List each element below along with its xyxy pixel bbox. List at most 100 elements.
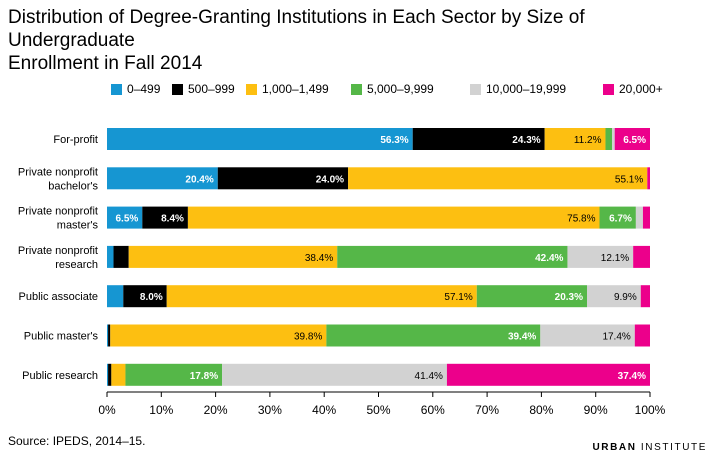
legend-label: 0–499 [127, 82, 161, 96]
category-label: research [55, 259, 98, 271]
bar-segment [635, 206, 643, 229]
brand-part-2: INSTITUTE [636, 442, 707, 453]
legend-swatch [603, 83, 614, 95]
data-label: 42.4% [535, 253, 563, 264]
x-tick-label: 100% [635, 403, 666, 417]
legend-label: 1,000–1,499 [262, 82, 329, 96]
x-tick-label: 0% [98, 403, 116, 417]
bar-segment [107, 285, 124, 308]
bar-segment [107, 245, 114, 268]
bar-segment [642, 206, 650, 229]
brand-part-1: URBAN [592, 442, 637, 453]
bar-segment [326, 324, 541, 347]
bar-segment [222, 363, 447, 386]
bar-segment [640, 285, 650, 308]
bar-segment [647, 167, 650, 190]
legend-item: 500–999 [172, 82, 235, 96]
chart-title-line-2: Enrollment in Fall 2014 [8, 53, 203, 74]
bar-segment [108, 363, 112, 386]
legend-swatch [351, 83, 362, 95]
data-label: 57.1% [444, 292, 472, 303]
bar-segment [128, 245, 338, 268]
category-label: bachelor's [48, 180, 98, 192]
legend-item: 0–499 [111, 82, 160, 96]
category-label: Public master's [24, 331, 99, 343]
x-tick-label: 90% [584, 403, 608, 417]
category-label: Public research [22, 370, 98, 382]
bar-segment [605, 128, 612, 150]
bar-segment [107, 324, 109, 347]
bar-segment [412, 128, 545, 150]
data-label: 6.7% [609, 214, 632, 225]
bar-segment [633, 245, 650, 268]
bar-segment [337, 245, 568, 268]
data-label: 75.8% [567, 214, 595, 225]
legend: 0–499 500–999 1,000–1,499 5,000–9,999 10,000… [0, 82, 719, 96]
category-label: master's [57, 220, 99, 232]
data-label: 6.5% [116, 214, 139, 225]
data-label: 37.4% [618, 371, 646, 382]
legend-label: 500–999 [188, 82, 235, 96]
source-note: Source: IPEDS, 2014–15. [8, 434, 146, 448]
data-label: 56.3% [380, 135, 408, 146]
bar-segment [614, 128, 650, 150]
bar-segment [587, 285, 641, 308]
bar-segment [107, 128, 413, 150]
bar-segment [611, 128, 615, 150]
data-label: 41.4% [415, 371, 443, 382]
legend-item: 10,000–19,999 [470, 82, 566, 96]
x-tick-label: 30% [258, 403, 282, 417]
x-tick-label: 70% [475, 403, 499, 417]
bar-segment [567, 245, 634, 268]
data-label: 12.1% [601, 253, 629, 264]
data-label: 8.4% [161, 214, 184, 225]
bar-segment [111, 363, 126, 386]
data-label: 38.4% [305, 253, 333, 264]
legend-label: 20,000+ [619, 82, 663, 96]
bar-segment [110, 324, 327, 347]
bar-segment [476, 285, 588, 308]
bar-segment [113, 245, 129, 268]
bar-segment [142, 206, 188, 229]
data-label: 11.2% [574, 135, 602, 146]
x-tick-label: 20% [204, 403, 228, 417]
bar-segment [187, 206, 600, 229]
bar-segment [446, 363, 650, 386]
legend-label: 10,000–19,999 [486, 82, 567, 96]
data-label: 20.4% [185, 174, 213, 185]
legend-item: 20,000+ [603, 82, 663, 96]
urban-institute-logo: URBAN INSTITUTE [592, 442, 707, 453]
legend-swatch [172, 83, 183, 95]
data-label: 24.0% [316, 174, 344, 185]
x-tick-label: 60% [421, 403, 445, 417]
data-label: 24.3% [512, 135, 540, 146]
data-label: 20.3% [555, 292, 583, 303]
legend-swatch [246, 83, 257, 95]
x-tick-label: 40% [312, 403, 336, 417]
legend-swatch [111, 83, 122, 95]
data-label: 39.4% [508, 332, 536, 343]
data-label: 6.5% [623, 135, 646, 146]
category-label: For-profit [53, 134, 98, 146]
data-label: 8.0% [140, 292, 163, 303]
bar-segment [107, 363, 109, 386]
data-label: 9.9% [614, 292, 637, 303]
bar-segment [217, 167, 349, 190]
bar-segment [166, 285, 477, 308]
category-label: Private nonprofit [18, 206, 98, 218]
bar-segment [540, 324, 635, 347]
legend-label: 5,000–9,999 [367, 82, 434, 96]
x-tick-label: 10% [149, 403, 173, 417]
category-label: Private nonprofit [18, 166, 98, 178]
legend-item: 5,000–9,999 [351, 82, 434, 96]
data-label: 55.1% [615, 174, 643, 185]
bar-segment [107, 167, 218, 190]
bar-segment [108, 324, 111, 347]
bar-segment [634, 324, 650, 347]
bar-segment [348, 167, 648, 190]
chart-title-line-1: Distribution of Degree-Granting Institut… [8, 7, 585, 51]
data-label: 39.8% [294, 332, 322, 343]
legend-swatch [470, 83, 481, 95]
category-label: Private nonprofit [18, 245, 98, 257]
